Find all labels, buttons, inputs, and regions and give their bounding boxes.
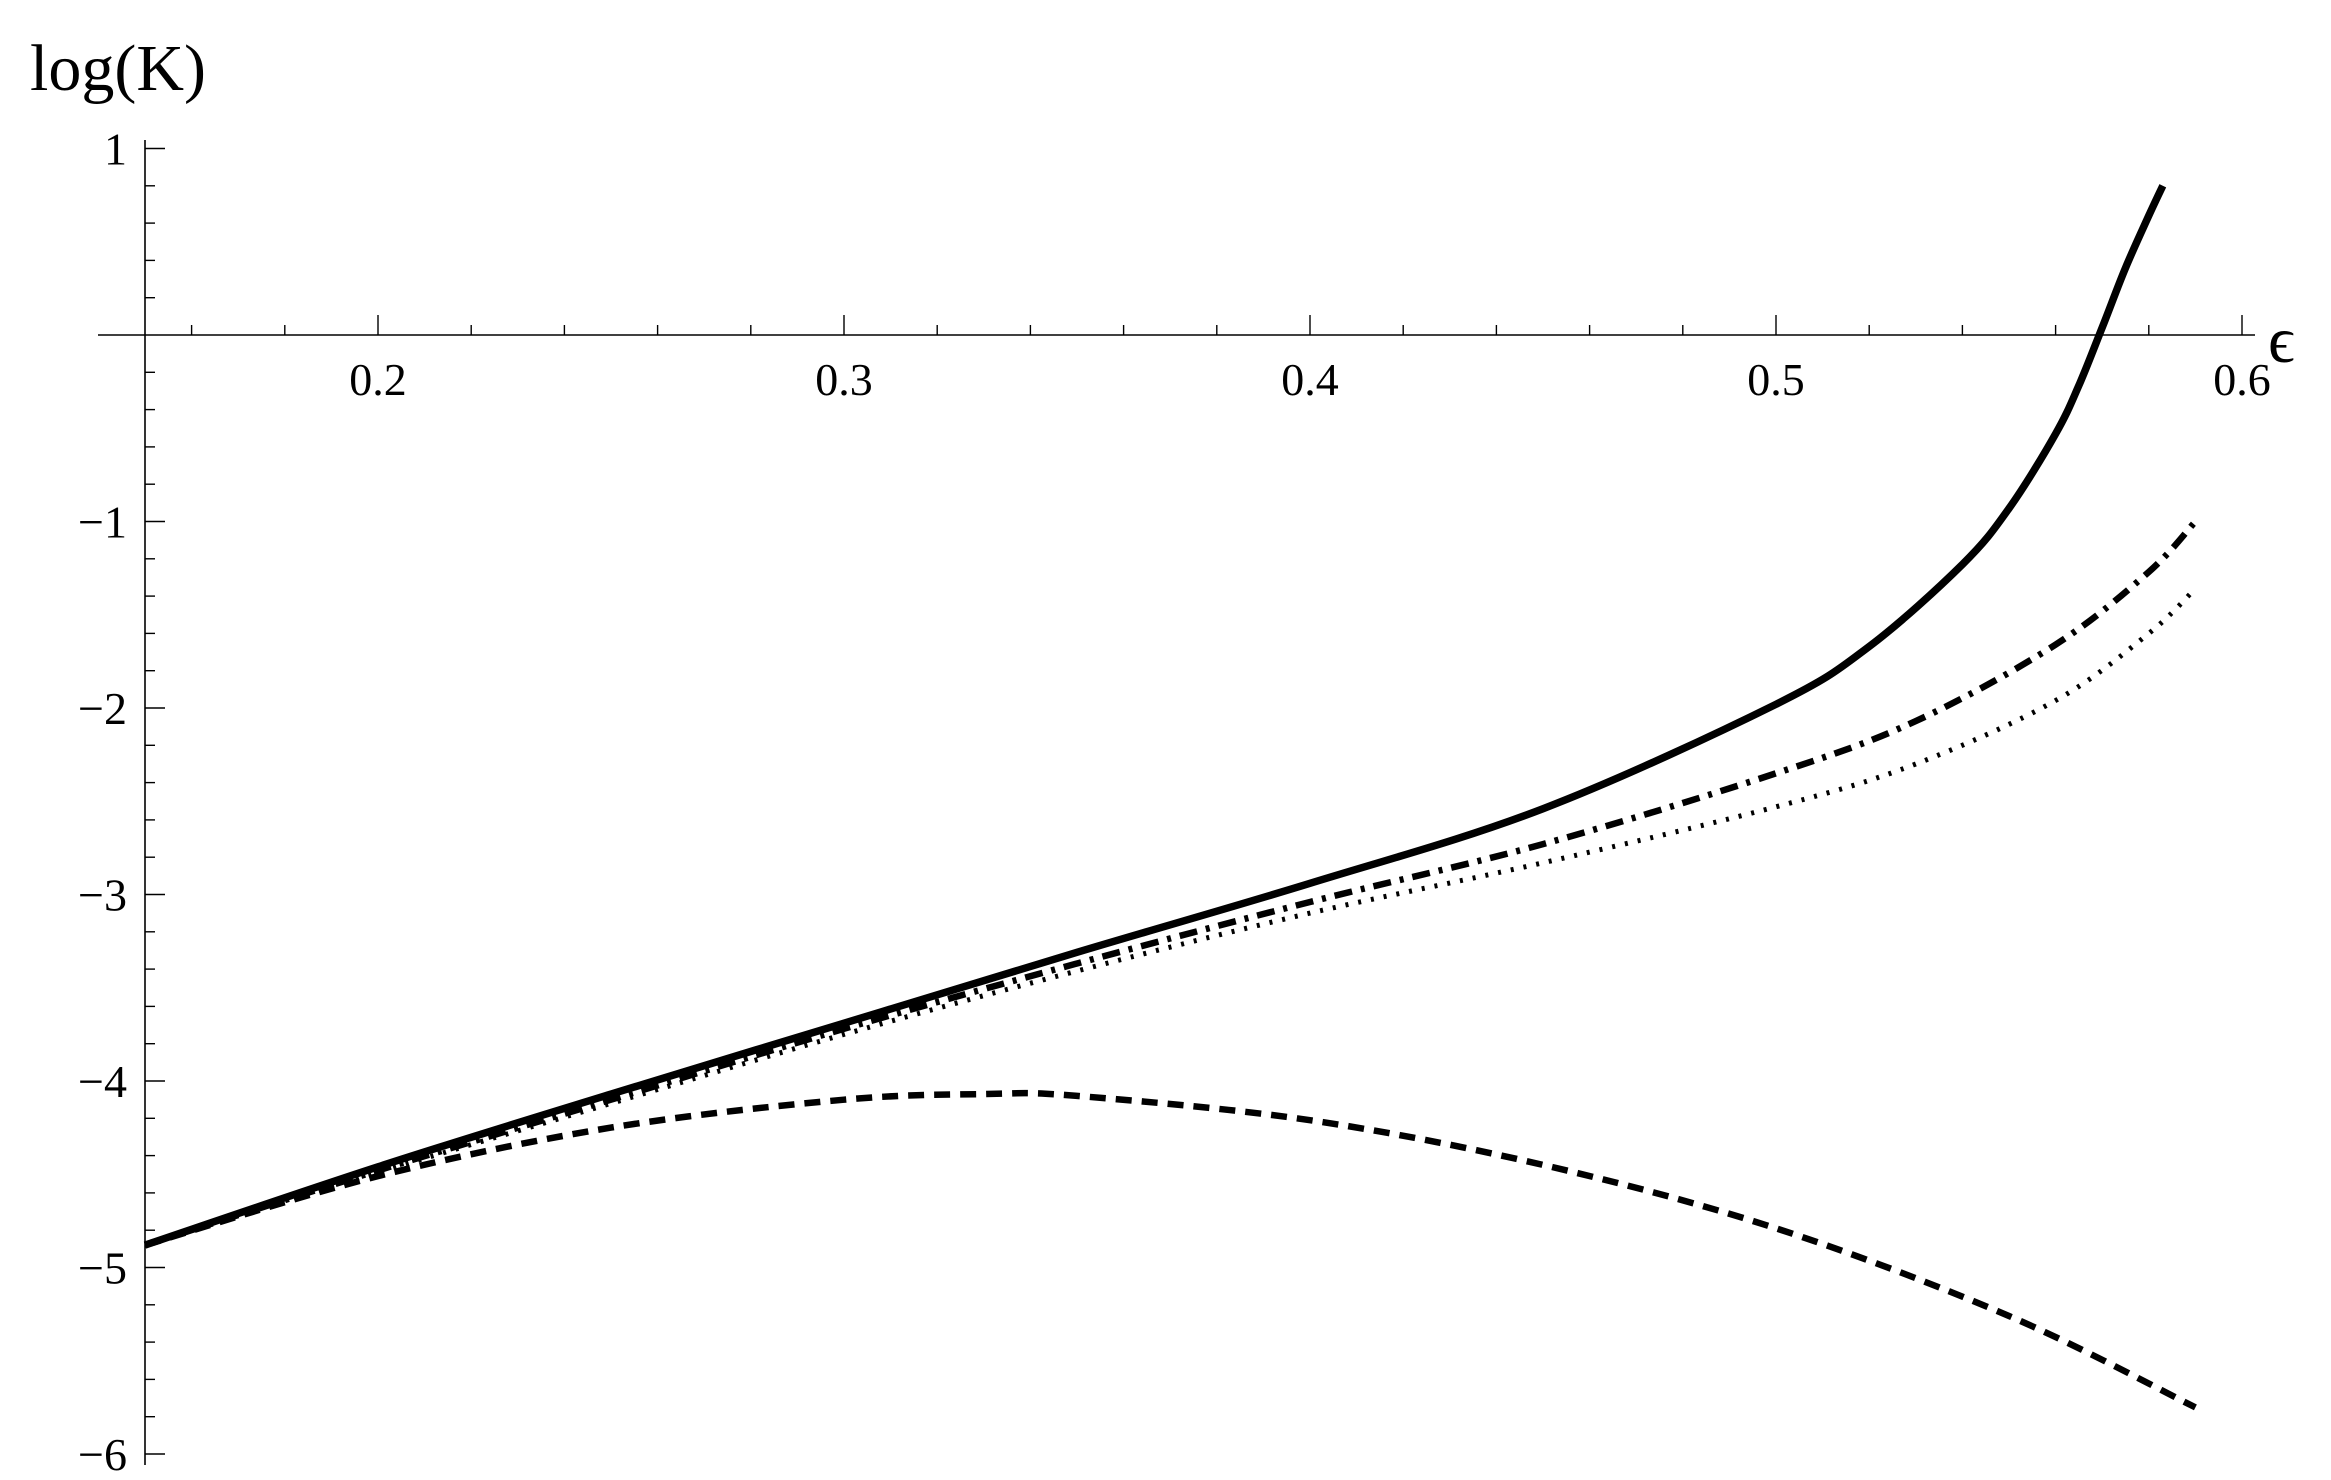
axes: 0.2 0.3 0.4 0.5 0.6 1 −1 −2 −3 −4 −5 −6 [78, 124, 2271, 1480]
y-minor-ticks [145, 185, 155, 1418]
y-tick-label: −4 [78, 1056, 127, 1107]
series-line-dashdot [144, 519, 2198, 1249]
series-layer [143, 184, 2198, 1411]
y-axis-label: log(K) [30, 32, 206, 105]
x-minor-ticks [190, 325, 2150, 335]
series-line-dashed [144, 1089, 2197, 1411]
x-tick-label: 0.5 [1747, 354, 1805, 405]
y-tick-label: 1 [104, 124, 127, 175]
x-tick-label: 0.6 [2213, 354, 2271, 405]
x-axis-label: ϵ [2268, 304, 2295, 377]
y-tick-label: −3 [78, 870, 127, 921]
y-ticks: 1 −1 −2 −3 −4 −5 −6 [78, 124, 165, 1480]
x-ticks: 0.2 0.3 0.4 0.5 0.6 [349, 315, 2271, 405]
x-tick-label: 0.2 [349, 354, 407, 405]
x-tick-label: 0.3 [815, 354, 873, 405]
series-line-dotted [144, 586, 2198, 1248]
y-tick-label: −5 [78, 1243, 127, 1294]
y-tick-label: −2 [78, 683, 127, 734]
y-tick-label: −1 [78, 497, 127, 548]
x-tick-label: 0.4 [1281, 354, 1339, 405]
series-line-solid [143, 184, 2167, 1249]
y-tick-label: −6 [78, 1429, 127, 1480]
